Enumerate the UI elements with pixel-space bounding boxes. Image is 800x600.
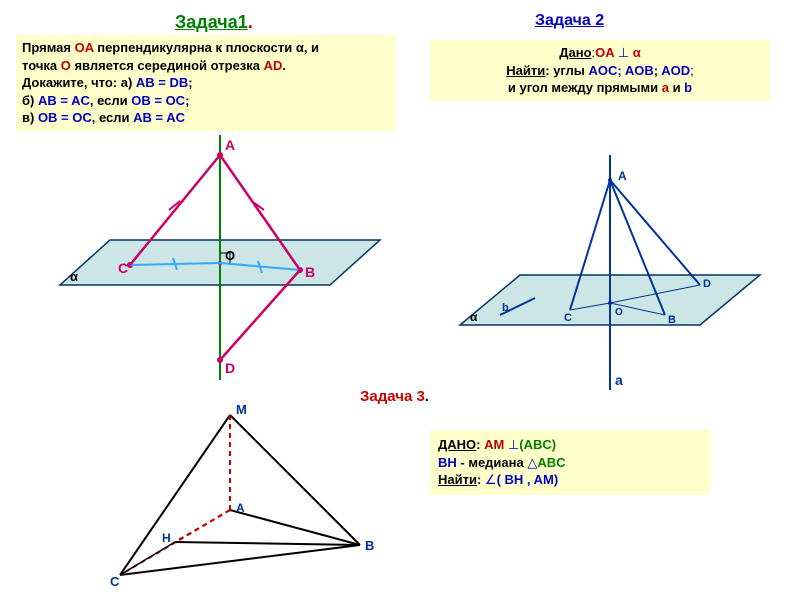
t: a: [662, 80, 669, 95]
task1-title: Задача1.: [175, 12, 253, 33]
t: ДАНО: [438, 437, 476, 452]
svg-text:C: C: [110, 574, 120, 589]
triangle-icon: △: [527, 455, 537, 470]
svg-text:B: B: [365, 538, 374, 553]
t: OA: [595, 45, 618, 60]
t: OB = OC: [131, 93, 185, 108]
t: перпендикулярна к плоскости: [94, 40, 296, 55]
svg-text:H: H: [162, 531, 171, 545]
t: :: [476, 437, 484, 452]
svg-text:O: O: [615, 307, 623, 318]
perp-icon: ⊥: [618, 45, 629, 60]
t: AM: [484, 437, 508, 452]
t: ;: [188, 75, 192, 90]
svg-text:a: a: [615, 372, 623, 388]
t: b: [684, 80, 692, 95]
svg-text:D: D: [225, 360, 235, 376]
t: в): [22, 110, 38, 125]
svg-text:b: b: [502, 302, 509, 314]
t: OA: [75, 40, 94, 55]
t: : углы: [545, 63, 588, 78]
t: α: [296, 40, 304, 55]
t: Докажите, что: а): [22, 75, 136, 90]
t: и угол между прямыми: [508, 80, 662, 95]
t: AOB;: [625, 63, 661, 78]
svg-text:A: A: [225, 137, 235, 153]
t: ;: [690, 63, 694, 78]
task1-title-dot: .: [248, 12, 253, 32]
svg-text:M: M: [236, 402, 247, 417]
t: AD: [264, 58, 283, 73]
t: Дано: [559, 45, 591, 60]
t: .: [282, 58, 286, 73]
svg-text:B: B: [305, 264, 315, 280]
t: AOD: [661, 63, 690, 78]
svg-text:C: C: [118, 260, 128, 276]
task3-textbox: ДАНО: AM ⊥(ABC) BH - медиана △ABC Найти:…: [430, 430, 710, 495]
t: OB = OC: [38, 110, 92, 125]
svg-text:α: α: [470, 310, 478, 324]
perp-icon: ⊥: [508, 437, 519, 452]
task2-title: Задача 2: [535, 12, 604, 30]
t: AB = AC: [133, 110, 185, 125]
task1-title-text: Задача1: [175, 12, 248, 32]
t: Найти: [438, 472, 477, 487]
t: O: [61, 58, 71, 73]
t: ;: [185, 93, 189, 108]
t: , если: [92, 110, 133, 125]
svg-text:C: C: [564, 312, 572, 324]
t: α: [629, 45, 641, 60]
t: , и: [304, 40, 319, 55]
angle-icon: ∠: [485, 472, 497, 487]
t: ( BH , AM): [497, 472, 559, 487]
t: и: [669, 80, 684, 95]
t: б): [22, 93, 38, 108]
t: - медиана: [457, 455, 528, 470]
task2-textbox: Дано:OA ⊥ α Найти: углы AOC; AOB; AOD; и…: [430, 40, 770, 101]
svg-text:A: A: [618, 169, 627, 183]
task2-diagram: A B C D O α b a: [440, 135, 780, 395]
task1-diagram: A B C D O α: [30, 135, 410, 385]
t: точка: [22, 58, 61, 73]
t: ABC: [537, 455, 565, 470]
t: AOC;: [588, 63, 624, 78]
svg-text:α: α: [70, 269, 78, 284]
t: AB = DB: [136, 75, 188, 90]
t: является серединой отрезка: [71, 58, 264, 73]
t: Найти: [506, 63, 545, 78]
svg-text:O: O: [225, 248, 235, 263]
t: AB = AC: [38, 93, 90, 108]
svg-text:B: B: [668, 314, 676, 326]
task1-textbox: Прямая OA перпендикулярна к плоскости α,…: [16, 35, 396, 131]
t: , если: [90, 93, 131, 108]
t: :: [477, 472, 485, 487]
t: (ABC): [519, 437, 556, 452]
task3-diagram: M A B C H: [80, 400, 400, 590]
t: BH: [438, 455, 457, 470]
t: Прямая: [22, 40, 75, 55]
svg-text:D: D: [703, 278, 711, 290]
svg-text:A: A: [236, 501, 245, 515]
